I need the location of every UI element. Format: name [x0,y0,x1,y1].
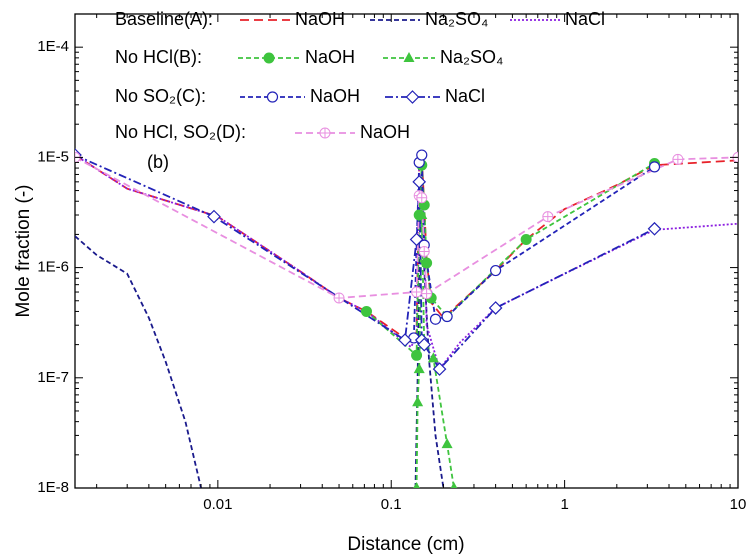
series-line [365,162,655,358]
x-tick-label: 10 [730,496,747,513]
series-line [75,154,655,371]
marker [398,333,412,347]
marker [405,90,420,104]
marker [490,264,502,277]
series-line [75,156,738,299]
marker [417,337,432,352]
legend-group-label: No HCl, SO₂(D): [115,122,246,142]
marker [403,52,415,62]
marker [441,310,453,323]
marker [413,482,420,488]
legend-label: Na₂SO₄ [425,9,488,29]
legend: Baseline(A): NaOH Na₂SO₄ NaCl No HCl(B): NaOH… [115,9,605,142]
marker [319,127,331,139]
marker [648,161,661,173]
x-tick-label: 1 [560,496,568,513]
legend-label: NaOH [310,86,360,106]
marker [411,286,423,298]
marker [520,233,532,245]
marker [413,363,425,374]
legend-label: NaCl [445,86,485,106]
y-tick-label: 1E-6 [37,259,69,276]
plot-frame [74,13,739,489]
marker [429,313,442,325]
marker [418,246,430,257]
series-line [415,214,455,488]
legend-label: NaCl [565,9,605,29]
y-axis-title: Mole fraction (-) [13,184,34,317]
marker [412,174,427,189]
marker [441,438,453,449]
marker [672,153,684,165]
marker [421,288,433,300]
marker [416,149,428,161]
marker [263,52,275,64]
series-line [75,157,445,488]
legend-group-label: No HCl(B): [115,47,202,67]
marker [416,209,428,220]
x-axis-title: Distance (cm) [347,534,464,555]
x-tick-label: 0.01 [203,496,232,513]
marker [411,349,423,361]
marker [427,352,439,363]
legend-label: NaOH [360,122,410,142]
annotation: (b) [147,152,169,172]
marker [450,482,458,488]
marker [412,396,424,407]
legend-group-label: No SO₂(C): [115,86,206,106]
marker [266,91,279,103]
y-tick-label: 1E-5 [37,148,69,165]
marker [207,209,221,224]
marker [542,211,554,223]
marker [421,257,433,269]
series-line [75,154,738,344]
x-tick-label: 0.1 [381,496,402,513]
legend-label: NaOH [295,9,345,29]
marker [333,292,345,304]
marker [647,221,662,236]
legend-label: NaOH [305,47,355,67]
marker [360,305,372,317]
legend-group-label: Baseline(A): [115,9,213,29]
marker [416,192,428,204]
marker [432,362,447,376]
legend-label: Na₂SO₄ [440,47,503,67]
plot-area [75,148,738,488]
y-tick-label: 1E-8 [37,479,69,496]
y-tick-label: 1E-4 [37,38,69,55]
marker [409,232,424,247]
y-tick-label: 1E-7 [37,369,69,386]
marker [488,301,503,315]
